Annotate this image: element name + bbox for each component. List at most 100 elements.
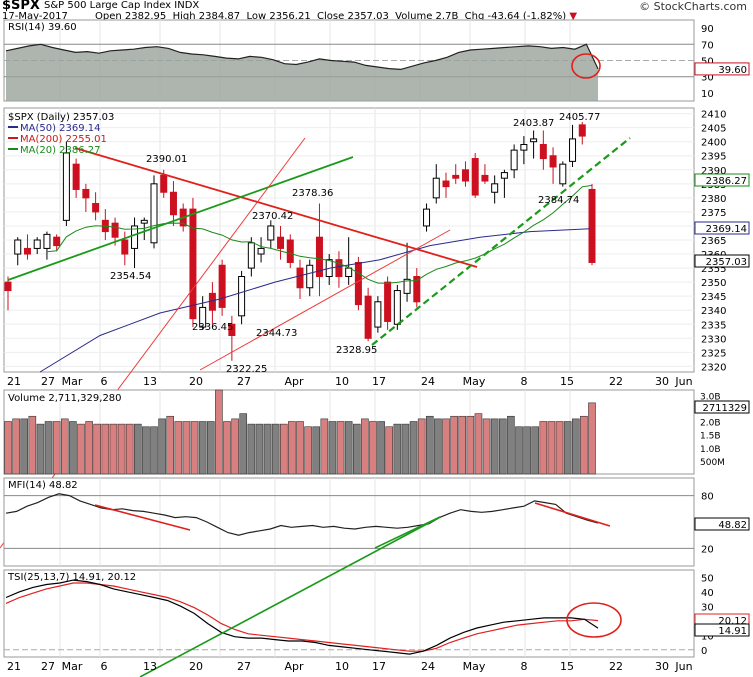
- candle-body: [23, 247, 31, 255]
- tsi-last-value-box: [694, 623, 750, 637]
- volume-bar: [352, 423, 361, 475]
- candle-body: [403, 278, 411, 294]
- candle-body: [413, 276, 421, 303]
- candle-body: [267, 225, 275, 241]
- volume-bar: [336, 421, 345, 475]
- volume-bar: [588, 402, 596, 475]
- candle-body: [72, 163, 80, 190]
- tsi-tick-label: 40: [701, 588, 714, 599]
- volume-bar: [182, 421, 191, 475]
- volume-bar: [125, 423, 134, 475]
- rsi-tick-label: 50: [701, 57, 714, 68]
- candle-body: [160, 174, 168, 193]
- mfi-last-value: 48.82: [718, 520, 747, 531]
- x-axis-label: 30: [655, 375, 669, 388]
- price-tick-label: 2335: [701, 320, 726, 331]
- volume-bar: [523, 426, 531, 475]
- volume-bar: [515, 426, 523, 475]
- volume-bar: [296, 421, 304, 475]
- close-last-value-box: [694, 254, 750, 268]
- candle-body: [559, 163, 567, 185]
- volume-last-value: 2711329: [702, 403, 747, 414]
- volume-tick-label: 3.0B: [700, 392, 721, 402]
- x-axis-label: Jun: [674, 375, 692, 388]
- green-dashed-support: [371, 137, 631, 346]
- x-axis-label-bottom: 27: [41, 660, 55, 673]
- x-axis-label: 17: [372, 375, 386, 388]
- volume-bar: [44, 421, 53, 475]
- volume-bar: [279, 423, 288, 475]
- volume-bar: [442, 418, 450, 475]
- volume-bar: [312, 426, 321, 475]
- volume-tick-label: 1.0B: [700, 445, 721, 455]
- ma20-last-value-box: [694, 173, 750, 187]
- volume-bar: [474, 413, 483, 475]
- volume-bar: [450, 415, 458, 475]
- tsi-tick-label: 10: [701, 631, 714, 642]
- x-axis-label: 13: [143, 375, 157, 388]
- volume-bar: [571, 418, 580, 475]
- candle-body: [354, 261, 362, 306]
- candle-body: [218, 264, 226, 308]
- candle-body: [306, 264, 314, 289]
- x-axis-label-bottom: 21: [7, 660, 21, 673]
- candle-body: [471, 158, 479, 196]
- price-annotation: 2328.95: [336, 345, 377, 356]
- volume-legend: Volume 2,711,329,280: [8, 393, 122, 404]
- volume-bar: [458, 415, 467, 475]
- volume-bar: [150, 426, 158, 475]
- candle-body: [257, 247, 265, 255]
- price-annotation: 2370.42: [252, 211, 293, 222]
- volume-bar: [36, 423, 45, 475]
- volume-bar: [425, 415, 434, 475]
- x-axis-label: Apr: [284, 375, 304, 388]
- candle-body: [238, 276, 246, 317]
- volume-bar: [28, 415, 37, 475]
- ma50-last-value: 2369.14: [706, 224, 747, 235]
- volume-bar: [247, 423, 256, 475]
- tsi-signal-last-value: 20.12: [718, 616, 747, 627]
- candle-body: [335, 259, 343, 278]
- volume-bar: [190, 421, 199, 475]
- volume-bar: [547, 421, 556, 475]
- tsi-tick-label: 50: [701, 573, 714, 584]
- close-last-value: 2357.03: [706, 257, 747, 268]
- candle-body: [189, 208, 197, 320]
- volume-bar: [20, 418, 29, 475]
- volume-bar: [133, 423, 142, 475]
- mfi-legend: MFI(14) 48.82: [8, 480, 78, 491]
- volume-tick-label: 2.0B: [700, 419, 721, 429]
- volume-bar: [563, 421, 572, 475]
- volume-bar: [93, 423, 102, 475]
- x-axis-label-bottom: 27: [237, 660, 251, 673]
- volume-last-value-box: [694, 400, 750, 414]
- rsi-last-value-box: [694, 62, 750, 76]
- volume-bar: [320, 418, 329, 475]
- x-axis-label-bottom: 30: [655, 660, 669, 673]
- candle-body: [393, 290, 401, 325]
- rsi-area: [6, 44, 598, 101]
- volume-bar: [498, 418, 507, 475]
- price-tick-label: 2375: [701, 208, 726, 219]
- x-axis-label: 8: [521, 375, 528, 388]
- candle-body: [247, 242, 255, 269]
- x-axis-label: May: [463, 375, 486, 388]
- rsi-tick-label: 90: [701, 24, 714, 35]
- header-ohlc: Open 2382.95 High 2384.87 Low 2356.21 Cl…: [95, 11, 578, 22]
- candle-body: [208, 292, 216, 311]
- volume-bar: [77, 423, 85, 475]
- price-annotation: 2344.73: [256, 328, 297, 339]
- header-name: S&P 500 Large Cap Index INDX: [44, 0, 200, 11]
- price-tick-label: 2345: [701, 292, 726, 303]
- candle-body: [520, 144, 528, 151]
- x-axis-label-bottom: Mar: [62, 660, 83, 673]
- volume-bar: [166, 415, 175, 475]
- candle-body: [461, 169, 469, 182]
- price-annotation: 2322.25: [226, 364, 267, 375]
- volume-bar: [369, 421, 377, 475]
- volume-bar: [60, 418, 69, 475]
- candle-body: [374, 301, 382, 328]
- rsi-highlight-circle: [571, 53, 601, 79]
- candle-body: [62, 152, 70, 221]
- legend-ma20: MA(20) 2386.27: [20, 145, 101, 156]
